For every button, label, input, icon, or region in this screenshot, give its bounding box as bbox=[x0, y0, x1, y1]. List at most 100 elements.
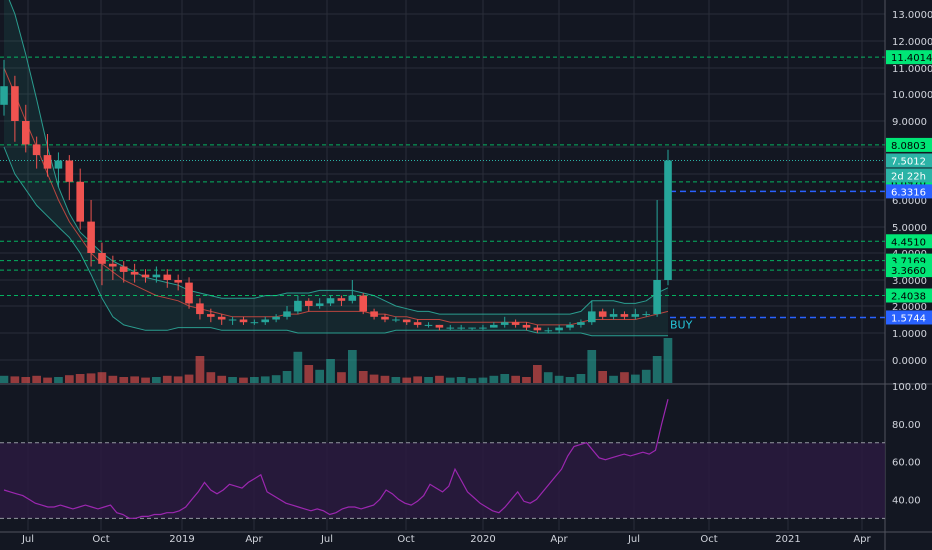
candle-body bbox=[0, 86, 8, 105]
level-price-label: 4.4510 bbox=[891, 237, 926, 248]
bollinger-bands bbox=[3, 0, 669, 337]
volume-bar bbox=[228, 377, 237, 383]
volume-bar bbox=[271, 375, 281, 383]
candle-body bbox=[577, 322, 585, 325]
time-tick-label: 2021 bbox=[775, 534, 800, 545]
rsi-band bbox=[0, 442, 885, 519]
level-price-label: 6.3316 bbox=[891, 187, 926, 198]
candle-body bbox=[555, 327, 563, 331]
volume-bar bbox=[358, 371, 368, 383]
candle-body bbox=[283, 311, 291, 317]
level-price-label: 1.5744 bbox=[891, 313, 926, 324]
candle-body bbox=[337, 298, 346, 301]
candle-body bbox=[119, 266, 128, 272]
time-tick-label: 2020 bbox=[470, 534, 495, 545]
level-price-box bbox=[886, 137, 932, 152]
rsi-tick-label: 40.00 bbox=[892, 495, 921, 506]
volume-bar bbox=[173, 376, 183, 383]
volume-bar bbox=[511, 375, 520, 383]
volume-bar bbox=[239, 377, 248, 383]
time-tick-label: Apr bbox=[245, 534, 263, 545]
volume-bar bbox=[587, 350, 597, 383]
time-tick-label: Jul bbox=[627, 534, 640, 545]
candle-body bbox=[326, 298, 335, 304]
volume-bar bbox=[533, 365, 542, 383]
candle-body bbox=[479, 327, 487, 329]
candle-body bbox=[468, 327, 476, 329]
volume-bar bbox=[130, 376, 139, 383]
volume-bar bbox=[435, 375, 444, 383]
candlesticks bbox=[0, 59, 672, 333]
price-tick-label: 5.0000 bbox=[892, 223, 927, 234]
time-tick-label: Oct bbox=[397, 534, 414, 545]
volume-bar bbox=[424, 377, 433, 383]
volume-bar bbox=[522, 377, 531, 383]
candle-body bbox=[631, 314, 640, 317]
candle-body bbox=[185, 282, 193, 304]
price-tick-label: 2.0000 bbox=[892, 302, 927, 313]
candle-body bbox=[272, 316, 280, 320]
candle-body bbox=[402, 319, 411, 323]
volume-bar bbox=[152, 377, 161, 383]
volume-bar bbox=[576, 374, 586, 383]
time-tick-label: Jul bbox=[21, 534, 34, 545]
level-price-box bbox=[886, 50, 932, 65]
candle-body bbox=[598, 311, 607, 317]
volume-bar bbox=[565, 377, 575, 383]
volume-bar bbox=[0, 375, 9, 383]
candle-body bbox=[174, 280, 182, 283]
level-price-box bbox=[886, 184, 932, 199]
price-tick-label: 1.0000 bbox=[892, 329, 927, 340]
volume-bar bbox=[456, 377, 466, 383]
level-price-label: 11.4014 bbox=[891, 53, 932, 64]
volume-bar bbox=[391, 377, 401, 383]
bollinger-lower bbox=[3, 146, 668, 337]
candle-body bbox=[413, 322, 422, 325]
price-tick-label: 6.0000 bbox=[892, 196, 927, 207]
volume-bar bbox=[620, 372, 629, 383]
price-tick-label: 3.0000 bbox=[892, 276, 927, 287]
candle-body bbox=[511, 322, 520, 325]
candle-body bbox=[109, 263, 117, 267]
price-tick-label: 13.0000 bbox=[892, 10, 932, 21]
candle-body bbox=[435, 324, 444, 328]
level-price-label: 8.0803 bbox=[891, 141, 926, 152]
candle-body bbox=[381, 316, 389, 320]
candle-body bbox=[294, 300, 302, 312]
candle-body bbox=[348, 295, 357, 301]
rsi-line bbox=[3, 399, 669, 519]
candle-body bbox=[446, 327, 455, 329]
volume-bar bbox=[217, 375, 227, 383]
rsi-tick-label: 100.00 bbox=[892, 382, 927, 393]
price-tick-label: 11.0000 bbox=[892, 64, 932, 75]
candle-body bbox=[163, 274, 172, 280]
volume-bar bbox=[108, 375, 118, 383]
volume-bar bbox=[195, 356, 205, 383]
volume-bar bbox=[445, 377, 455, 383]
volume-bar bbox=[250, 377, 259, 383]
horizontal-levels bbox=[0, 56, 885, 319]
volume-bar bbox=[10, 376, 20, 383]
rsi-pane bbox=[0, 399, 885, 519]
volume-bar bbox=[478, 377, 488, 383]
time-tick-label: 2019 bbox=[169, 534, 194, 545]
time-tick-label: Oct bbox=[700, 534, 717, 545]
volume-bar bbox=[641, 369, 651, 383]
candle-body bbox=[490, 324, 498, 328]
volume-bar bbox=[489, 375, 499, 383]
candle-body bbox=[130, 271, 139, 275]
candle-body bbox=[305, 300, 313, 306]
level-price-label: 3.3660 bbox=[891, 266, 926, 277]
candle-body bbox=[424, 324, 433, 326]
candle-body bbox=[239, 319, 248, 323]
volume-bar bbox=[663, 338, 673, 383]
volume-bar bbox=[348, 350, 357, 383]
candle-body bbox=[22, 121, 30, 145]
candle-body bbox=[261, 319, 269, 323]
candle-body bbox=[217, 316, 226, 320]
candle-body bbox=[98, 253, 106, 264]
candle-body bbox=[359, 295, 367, 312]
bollinger-basis bbox=[3, 67, 669, 326]
volume-bar bbox=[337, 372, 346, 383]
